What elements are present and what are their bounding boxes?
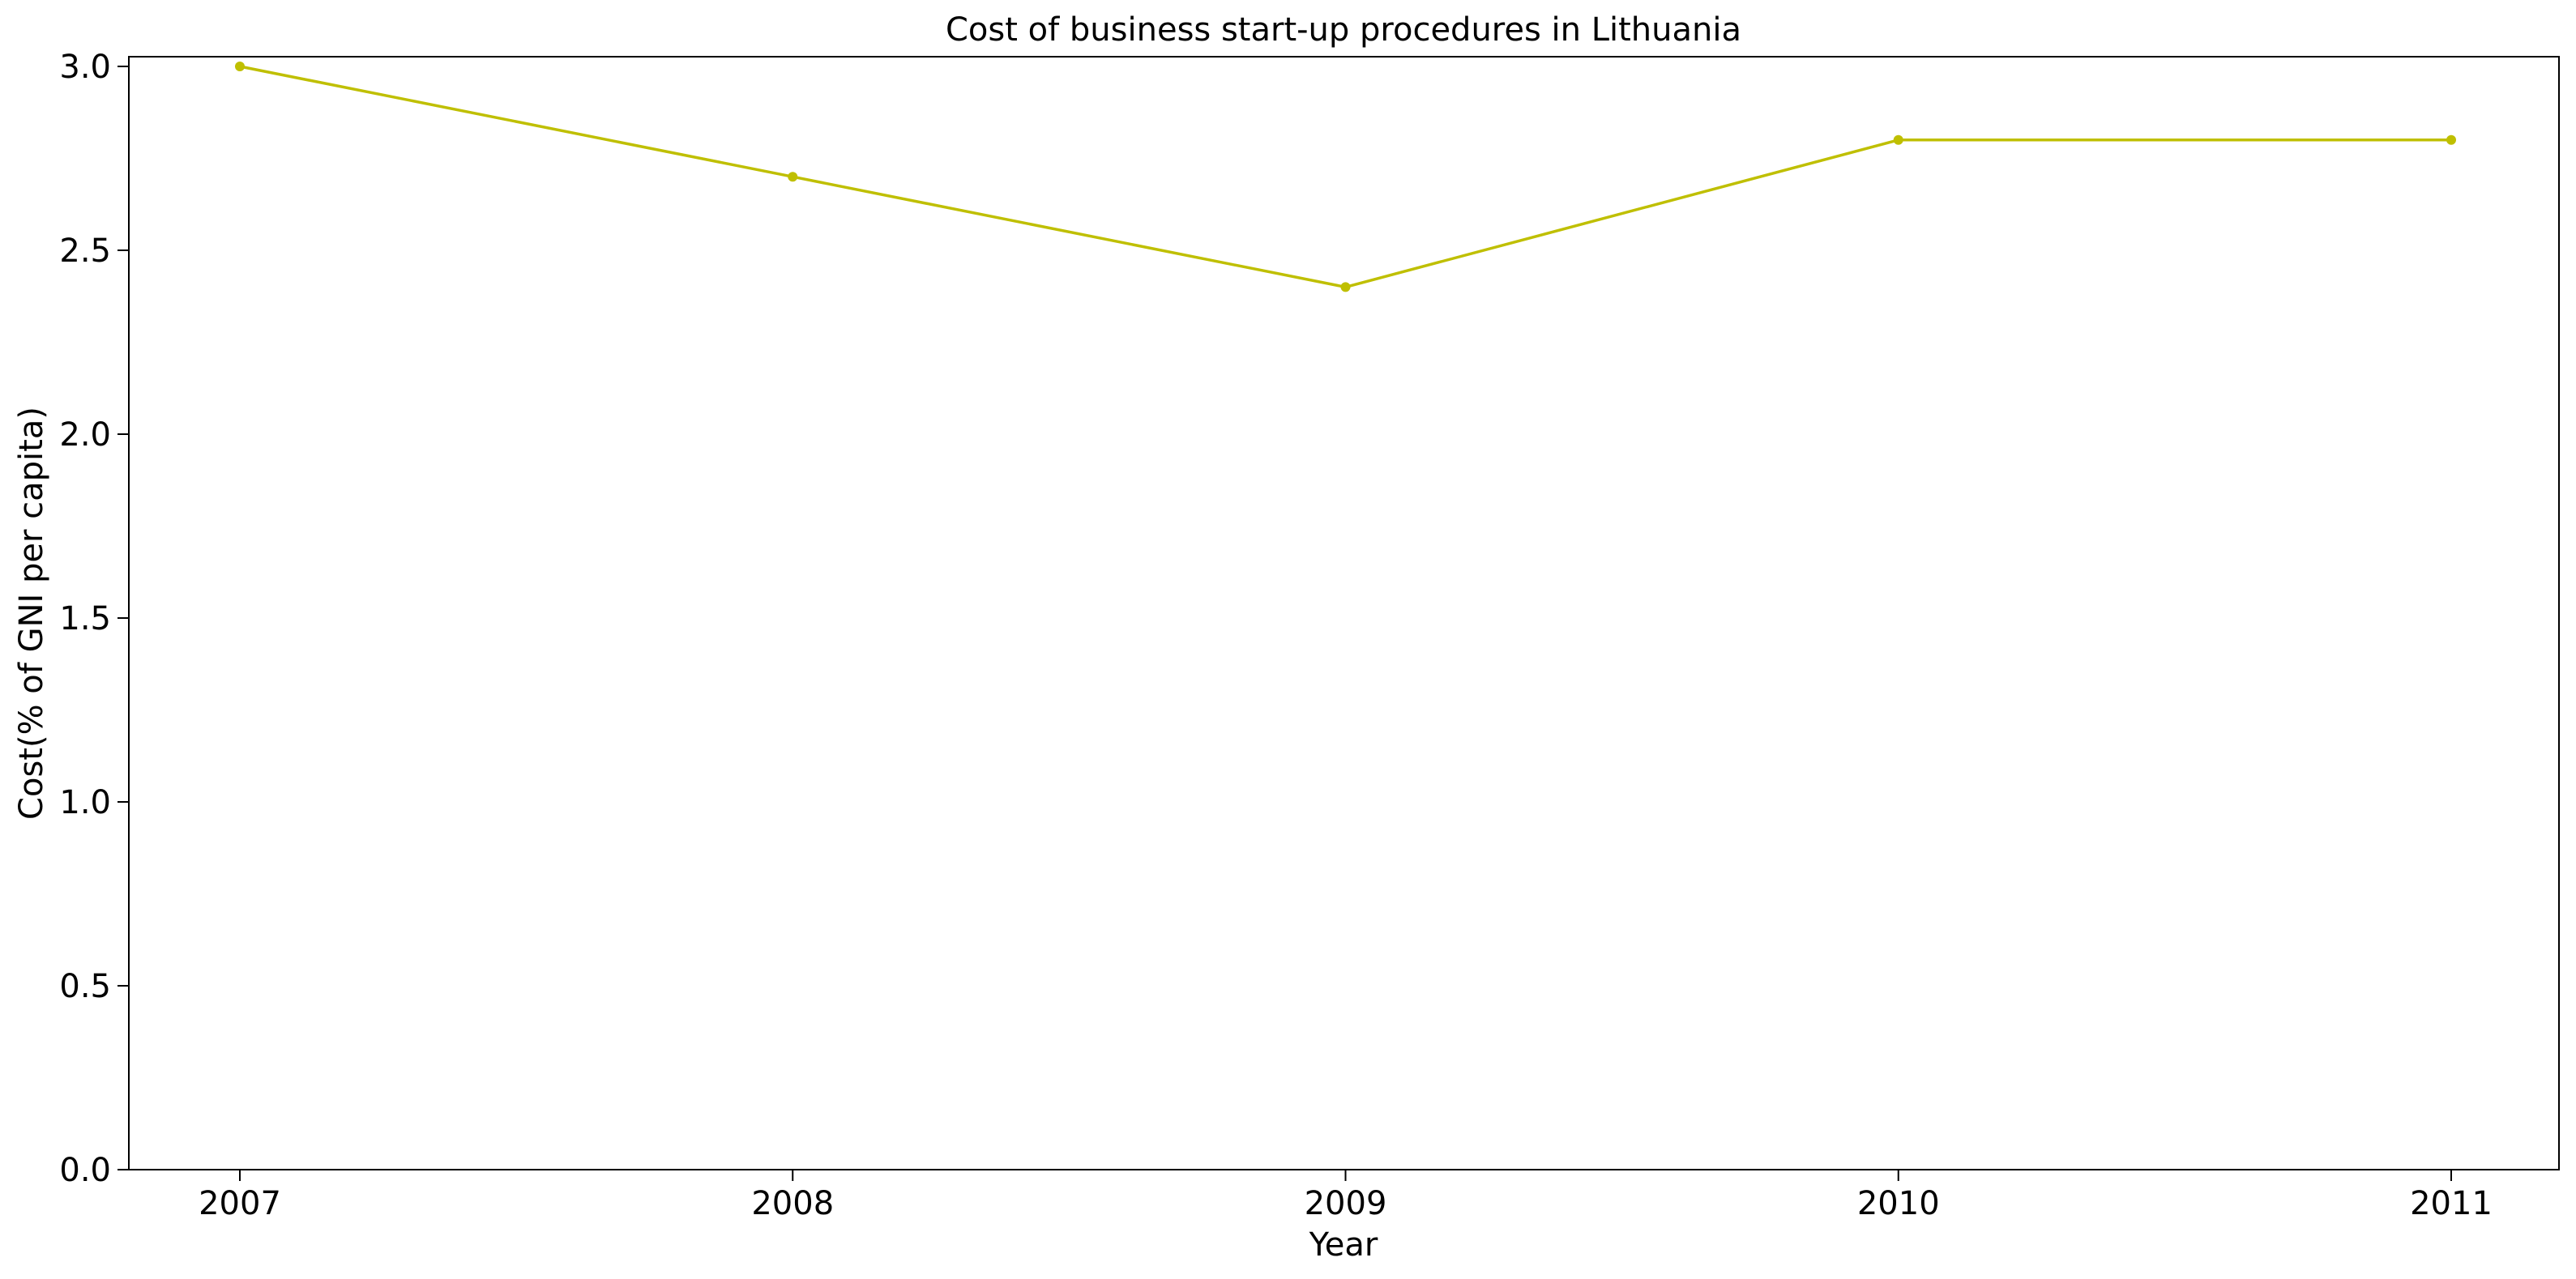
- y-axis-title: Cost(% of GNI per capita): [13, 407, 50, 820]
- x-tick-label: 2007: [199, 1185, 281, 1222]
- chart-title: Cost of business start-up procedures in …: [946, 11, 1741, 49]
- plot-area: [128, 56, 2560, 1170]
- x-tick-label: 2009: [1305, 1185, 1387, 1222]
- y-tick-label: 0.5: [59, 968, 111, 1005]
- y-tick-label: 1.5: [59, 600, 111, 637]
- x-tick-label: 2011: [2410, 1185, 2493, 1222]
- y-tick-label: 2.5: [59, 232, 111, 270]
- y-tick-label: 0.0: [59, 1152, 111, 1189]
- y-tick-label: 1.0: [59, 784, 111, 821]
- data-point: [2446, 134, 2456, 145]
- data-point: [788, 172, 798, 182]
- series-layer: [235, 62, 2456, 292]
- data-point: [1893, 134, 1903, 145]
- x-tick-label: 2008: [751, 1185, 834, 1222]
- y-axis: 0.0 0.5 1.0 1.5 2.0 2.5 3.0: [59, 49, 129, 1189]
- data-point: [1340, 282, 1351, 292]
- y-tick-label: 3.0: [59, 49, 111, 86]
- x-axis: 2007 2008 2009 2010 2011: [199, 1170, 2493, 1222]
- x-tick-label: 2010: [1857, 1185, 1940, 1222]
- x-axis-title: Year: [1309, 1226, 1378, 1264]
- data-point: [235, 62, 245, 71]
- y-tick-label: 2.0: [59, 416, 111, 454]
